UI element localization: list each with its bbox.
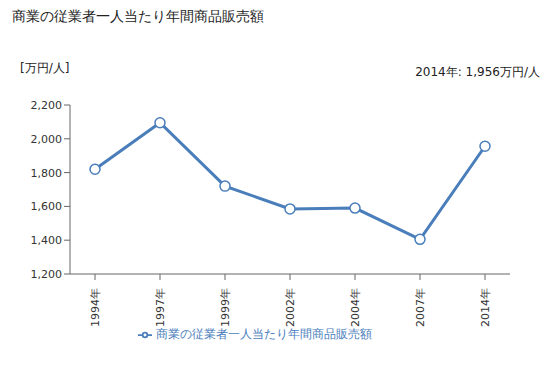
svg-text:1994年: 1994年 [89, 288, 102, 327]
svg-text:1,400: 1,400 [31, 234, 63, 247]
svg-text:2007年: 2007年 [414, 288, 427, 327]
svg-text:2,200: 2,200 [31, 99, 63, 112]
svg-text:1,600: 1,600 [31, 200, 63, 213]
svg-text:2002年: 2002年 [284, 288, 297, 327]
html-text:2014年: 1,956万円/人: 2014年: 1,956万円/人 [415, 65, 540, 79]
svg-text:1999年: 1999年 [219, 288, 232, 327]
svg-text:1,200: 1,200 [31, 268, 63, 281]
svg-text:2014年: 2014年 [479, 288, 492, 327]
html-text:商業の従業者一人当たり年間商品販売額: 商業の従業者一人当たり年間商品販売額 [12, 8, 264, 24]
svg-text:1,800: 1,800 [31, 167, 63, 180]
svg-text:2,000: 2,000 [31, 133, 63, 146]
svg-text:1997年: 1997年 [154, 288, 167, 327]
svg-text:2004年: 2004年 [349, 288, 362, 327]
html-text:商業の従業者一人当たり年間商品販売額: 商業の従業者一人当たり年間商品販売額 [156, 327, 372, 341]
html-text:[万円/人]: [万円/人] [20, 61, 70, 75]
